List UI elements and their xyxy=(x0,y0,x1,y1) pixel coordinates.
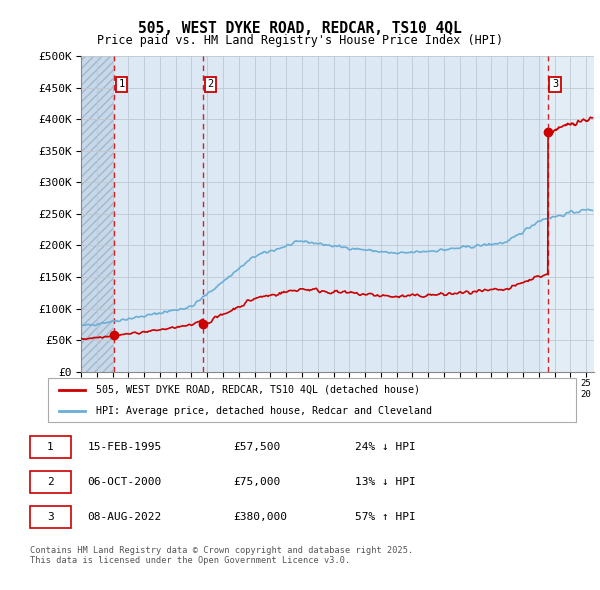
Text: £380,000: £380,000 xyxy=(234,512,288,522)
Bar xyxy=(544,56,594,372)
Text: 3: 3 xyxy=(552,80,558,90)
Text: £75,000: £75,000 xyxy=(234,477,281,487)
Bar xyxy=(81,56,113,372)
Text: 08-AUG-2022: 08-AUG-2022 xyxy=(88,512,162,522)
FancyBboxPatch shape xyxy=(48,378,576,422)
FancyBboxPatch shape xyxy=(29,506,71,528)
FancyBboxPatch shape xyxy=(29,471,71,493)
FancyBboxPatch shape xyxy=(29,437,71,458)
Text: 24% ↓ HPI: 24% ↓ HPI xyxy=(355,442,416,453)
Text: 505, WEST DYKE ROAD, REDCAR, TS10 4QL: 505, WEST DYKE ROAD, REDCAR, TS10 4QL xyxy=(138,21,462,35)
Text: 06-OCT-2000: 06-OCT-2000 xyxy=(88,477,162,487)
Text: 13% ↓ HPI: 13% ↓ HPI xyxy=(355,477,416,487)
Text: 1: 1 xyxy=(47,442,53,453)
Text: HPI: Average price, detached house, Redcar and Cleveland: HPI: Average price, detached house, Redc… xyxy=(95,406,431,416)
Text: £57,500: £57,500 xyxy=(234,442,281,453)
Text: 15-FEB-1995: 15-FEB-1995 xyxy=(88,442,162,453)
Text: 3: 3 xyxy=(47,512,53,522)
Text: Contains HM Land Registry data © Crown copyright and database right 2025.
This d: Contains HM Land Registry data © Crown c… xyxy=(30,546,413,565)
Text: 2: 2 xyxy=(47,477,53,487)
Text: Price paid vs. HM Land Registry's House Price Index (HPI): Price paid vs. HM Land Registry's House … xyxy=(97,34,503,47)
Text: 1: 1 xyxy=(118,80,125,90)
Text: 57% ↑ HPI: 57% ↑ HPI xyxy=(355,512,416,522)
Text: 2: 2 xyxy=(208,80,214,90)
Text: 505, WEST DYKE ROAD, REDCAR, TS10 4QL (detached house): 505, WEST DYKE ROAD, REDCAR, TS10 4QL (d… xyxy=(95,385,419,395)
